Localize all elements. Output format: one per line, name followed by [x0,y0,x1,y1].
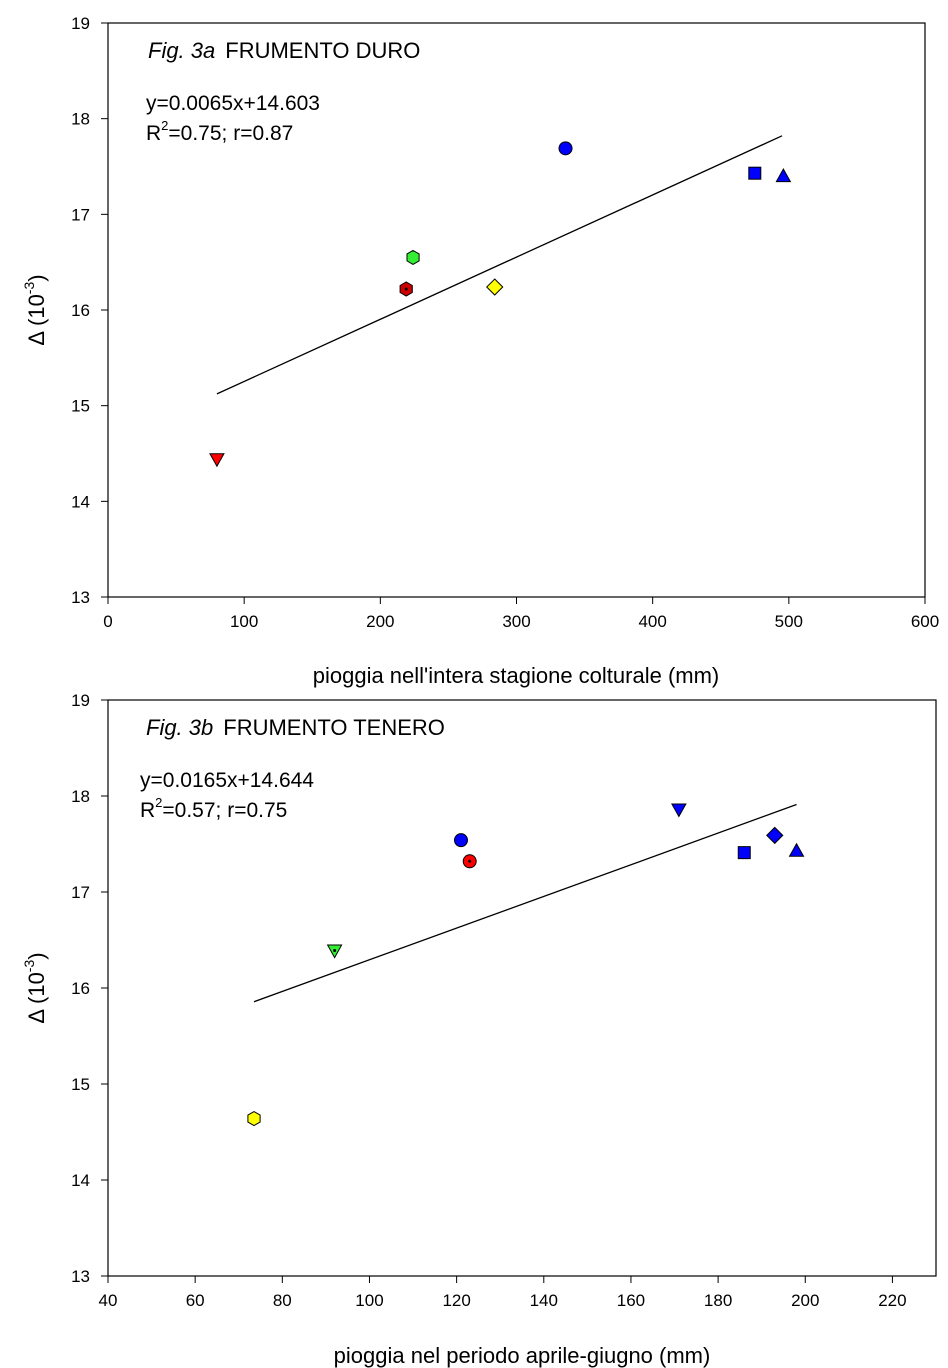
x-tick-label: 500 [775,612,803,631]
y-tick-label: 16 [71,979,90,998]
r-squared-label: R [140,799,155,822]
chart-panel-3b: 40 60 80 100 120 140 160 180 200 220 13 14 15 16 17 18 1… [21,691,937,1368]
data-point-center-dot [333,949,337,953]
x-tick-label: 200 [366,612,394,631]
data-points [209,141,792,468]
y-tick-label: 16 [71,301,90,320]
x-tick-label: 80 [273,1291,292,1310]
figure-number: Fig. 3a [148,38,215,63]
data-point-hexagon [406,249,420,265]
data-points [247,803,805,1127]
x-tick-label: 600 [911,612,939,631]
axis-ticks: 40 60 80 100 120 140 160 180 200 220 13 14 15 16 17 18 1… [71,691,907,1310]
x-tick-label: 0 [103,612,112,631]
x-tick-label: 160 [617,1291,645,1310]
x-tick-label: 180 [704,1291,732,1310]
y-unit-base: (10 [24,972,49,1004]
chart-title: Fig. 3a FRUMENTO DURO [148,38,420,63]
delta-symbol: Δ [24,331,49,346]
r-squared-value: =0.75; r=0.87 [168,122,293,145]
y-tick-label: 14 [71,1171,90,1190]
data-point-center-dot [404,287,408,291]
title-text: FRUMENTO TENERO [223,715,445,740]
y-tick-label: 15 [71,397,90,416]
regression-stats: R2=0.75; r=0.87 [146,118,293,145]
data-point-triangle-up [775,168,792,183]
x-tick-label: 220 [878,1291,906,1310]
chart-title: Fig. 3b FRUMENTO TENERO [146,715,445,740]
y-tick-label: 17 [71,883,90,902]
y-tick-label: 17 [71,205,90,224]
y-axis-label: Δ (10-3) [21,952,49,1023]
data-point-triangle-down [671,803,687,818]
x-tick-label: 120 [442,1291,470,1310]
y-tick-label: 18 [71,110,90,129]
y-tick-label: 13 [71,1267,90,1286]
y-tick-label: 13 [71,588,90,607]
data-point-diamond [766,826,784,845]
y-tick-label: 19 [71,14,90,33]
y-tick-label: 19 [71,691,90,710]
r-squared-exponent: 2 [161,118,168,133]
data-point-square [748,166,762,180]
y-axis-label: Δ (10-3) [21,274,49,345]
regression-line [216,135,783,395]
data-point-center-dot [468,859,472,863]
regression-line-group [216,135,783,395]
axis-ticks: 0 100 200 300 400 500 600 13 14 15 16 17 18 19 [71,14,939,631]
x-tick-label: 200 [791,1291,819,1310]
regression-line [253,803,797,1003]
x-axis-label: pioggia nell'intera stagione colturale (… [313,663,720,688]
regression-equation: y=0.0065x+14.603 [146,92,320,115]
regression-line-group [253,803,797,1003]
r-squared-label: R [146,122,161,145]
x-tick-label: 100 [230,612,258,631]
x-tick-label: 60 [186,1291,205,1310]
y-unit-base: (10 [24,294,49,326]
r-squared-value: =0.57; r=0.75 [162,799,287,822]
x-tick-label: 100 [355,1291,383,1310]
chart-panel-3a: 0 100 200 300 400 500 600 13 14 15 16 17 18 19 Fig. 3… [21,14,939,688]
x-axis-label: pioggia nel periodo aprile-giugno (mm) [334,1343,711,1368]
title-text: FRUMENTO DURO [225,38,420,63]
x-tick-label: 140 [530,1291,558,1310]
y-tick-label: 15 [71,1075,90,1094]
y-tick-label: 14 [71,492,90,511]
x-tick-label: 40 [99,1291,118,1310]
data-point-hexagon [247,1111,261,1127]
x-tick-label: 300 [502,612,530,631]
figure-number: Fig. 3b [146,715,213,740]
delta-symbol: Δ [24,1009,49,1024]
y-unit-close: ) [24,274,49,281]
r-squared-exponent: 2 [155,795,162,810]
data-point-square [737,846,751,860]
data-point-triangle-down [209,453,225,468]
data-point-triangle-up [788,842,805,857]
x-tick-label: 400 [638,612,666,631]
data-point-diamond [486,278,504,296]
regression-equation: y=0.0165x+14.644 [140,769,314,792]
y-tick-label: 18 [71,787,90,806]
data-point-circle [558,141,573,156]
regression-stats: R2=0.57; r=0.75 [140,795,287,822]
data-point-circle [453,833,468,848]
y-unit-exponent: -3 [21,960,37,973]
y-unit-close: ) [24,952,49,959]
y-unit-exponent: -3 [21,282,37,295]
